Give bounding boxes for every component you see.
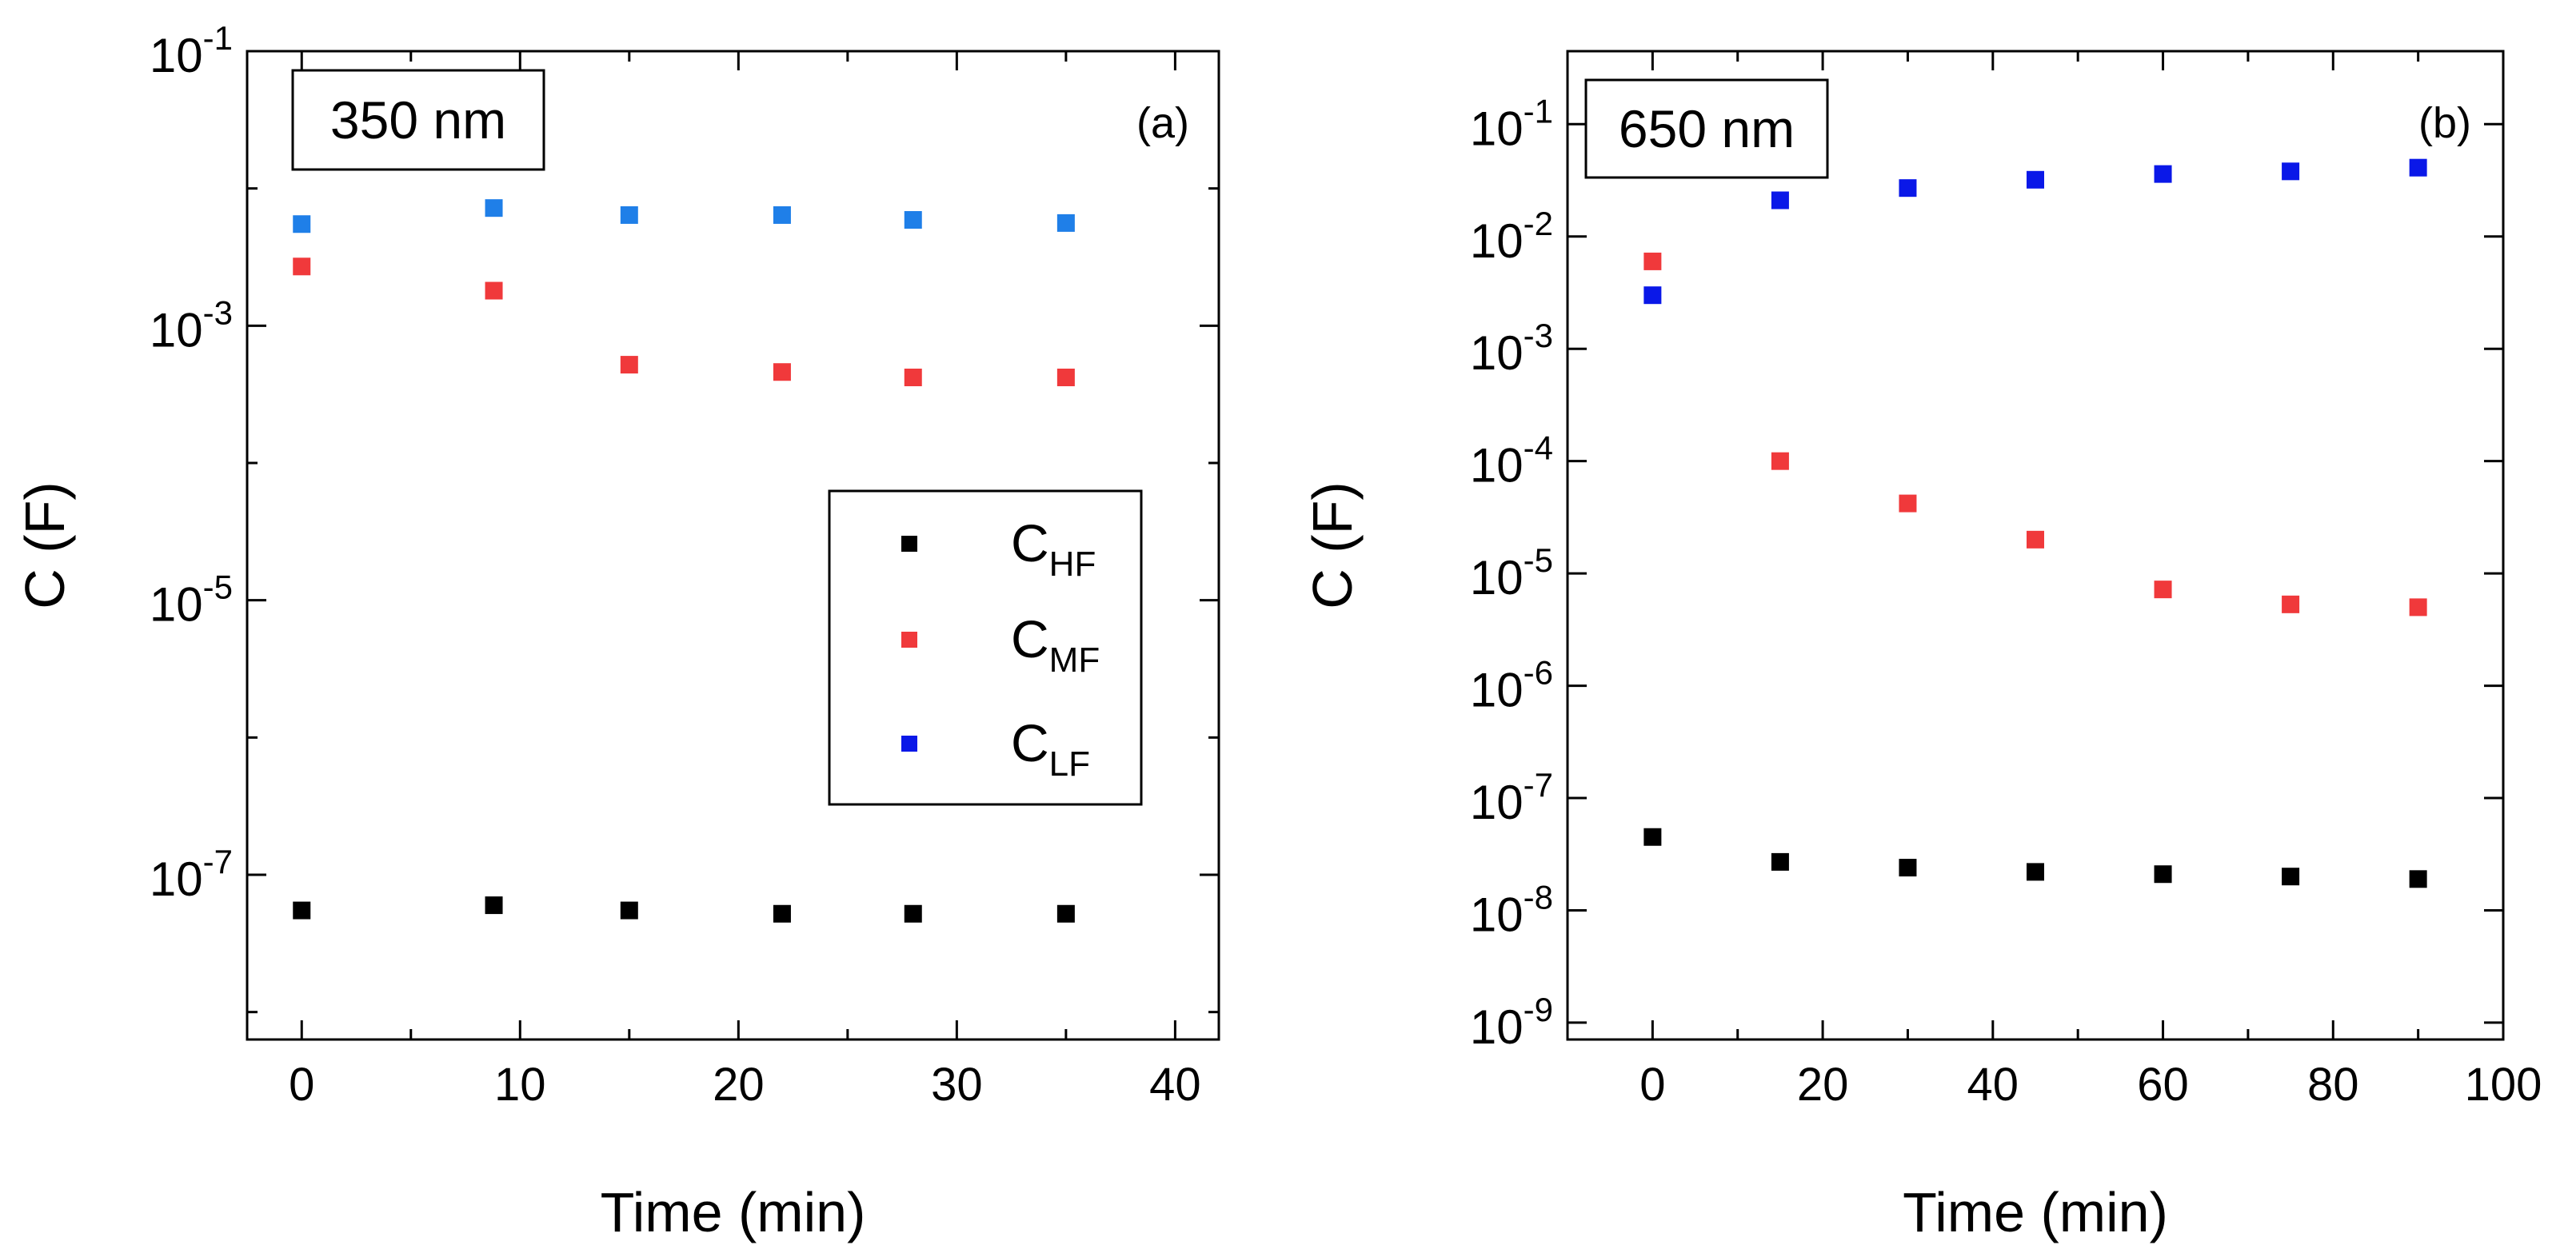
panel-b-y-tick-label: 10-5 [1470, 541, 1553, 605]
panel-a-point-c-lf [620, 206, 638, 224]
panel-b-point-c-lf [2027, 170, 2044, 189]
panel-a-point-c-mf [773, 363, 791, 381]
panel-a-point-c-lf [904, 211, 922, 229]
panel-b-point-c-hf [2154, 865, 2172, 884]
panel-b-x-tick-label: 100 [2465, 1059, 2542, 1111]
panel-a-point-c-hf [485, 896, 503, 915]
panel-b-point-c-hf [1771, 852, 1789, 871]
panel-a-point-c-hf [773, 904, 791, 923]
panel-b-point-c-lf [1899, 179, 1917, 198]
panel-b-point-c-mf [2409, 598, 2427, 617]
panel-a-plot-frame [246, 50, 1220, 1041]
panel-b-y-axis-label: C (F) [1301, 481, 1364, 609]
panel-b-point-c-hf [1643, 828, 1662, 846]
panel-b-y-tick-label: 10-6 [1470, 654, 1553, 717]
panel-a-x-tick-label: 30 [931, 1059, 983, 1111]
panel-b-point-c-mf [1899, 494, 1917, 513]
panel-b-annotation-text: 650 nm [1619, 99, 1795, 158]
panel-b-point-c-lf [1643, 286, 1662, 305]
panel-a-x-axis-label: Time (min) [601, 1181, 866, 1243]
panel-a-point-c-mf [293, 257, 311, 276]
panel-b-point-c-lf [1771, 191, 1789, 209]
panel-a-x-tick-label: 40 [1149, 1059, 1201, 1111]
panel-a-x-tick-label: 10 [494, 1059, 546, 1111]
panel-a-legend-marker-mf [901, 632, 917, 648]
panel-b-point-c-mf [1643, 252, 1662, 270]
panel-a-annotation-box [291, 69, 545, 171]
panel-a-legend-label-lf: CLF [1011, 713, 1090, 784]
panel-b-point-c-mf [1771, 452, 1789, 470]
panel-b-x-axis-label: Time (min) [1903, 1181, 2168, 1243]
panel-b-y-tick-label: 10-8 [1470, 878, 1553, 941]
panel-a-panel-label: (a) [1136, 99, 1189, 147]
panel-a-point-c-lf [485, 199, 503, 217]
panel-b-x-tick-label: 80 [2307, 1059, 2359, 1111]
panel-a-legend-label-hf: CHF [1011, 513, 1096, 584]
panel-b-y-tick-label: 10-9 [1470, 991, 1553, 1054]
panel-a-point-c-mf [1056, 369, 1075, 387]
panel-b-x-tick-label: 60 [2137, 1059, 2189, 1111]
panel-a-legend-marker-lf [901, 736, 917, 752]
panel-a-point-c-mf [485, 281, 503, 300]
panel-a-y-tick-label: 10-1 [150, 19, 233, 82]
panel-a-point-c-lf [293, 215, 311, 233]
panel-b-plot-frame [1566, 50, 2505, 1041]
panel-b-point-c-mf [2154, 581, 2172, 599]
panel-a-point-c-lf [773, 206, 791, 224]
panel-b-x-tick-label: 40 [1967, 1059, 2019, 1111]
panel-b-y-tick-label: 10-1 [1470, 92, 1553, 155]
panel-a-point-c-hf [620, 901, 638, 920]
panel-a-point-c-mf [620, 356, 638, 374]
panel-a-point-c-hf [904, 904, 922, 923]
panel-a-legend-box [828, 489, 1143, 806]
panel-b-y-tick-label: 10-7 [1470, 766, 1553, 829]
panel-b-panel-label: (b) [2418, 99, 2471, 147]
panel-a-y-tick-label: 10-3 [150, 293, 233, 357]
panel-a-y-axis-label: C (F) [14, 481, 76, 609]
panel-a-point-c-lf [1056, 213, 1075, 232]
panel-b-point-c-mf [2282, 595, 2300, 613]
panel-b-point-c-lf [2154, 165, 2172, 183]
panel-a-annotation-text: 350 nm [330, 90, 506, 150]
panel-b-point-c-hf [1899, 859, 1917, 877]
chart-panel-b: 0 20 40 60 80 100 10-1 10-2 10-3 10-4 10-5 10-6 10-7… [1301, 50, 2542, 1243]
panel-b-point-c-hf [2282, 868, 2300, 886]
panel-b-annotation-box [1584, 78, 1829, 179]
panel-b-point-c-hf [2409, 870, 2427, 888]
panel-a-y-tick-label: 10-5 [150, 569, 233, 632]
panel-a-x-tick-label: 20 [713, 1059, 765, 1111]
panel-b-x-tick-label: 0 [1639, 1059, 1665, 1111]
panel-a-point-c-hf [293, 901, 311, 920]
panel-a-point-c-mf [904, 369, 922, 387]
chart-panel-a: 0 10 20 30 40 10-1 10-3 10-5 10-7 Time (min) C (F)… [14, 19, 1220, 1243]
panel-a-legend: CHF CMF CLF [828, 489, 1143, 806]
panel-a-x-tick-label: 0 [289, 1059, 314, 1111]
panel-a-legend-marker-hf [901, 536, 917, 552]
panel-b-y-tick-label: 10-3 [1470, 317, 1553, 380]
panel-b-point-c-hf [2027, 863, 2044, 881]
panel-b-point-c-lf [2409, 158, 2427, 177]
panel-b-x-tick-label: 20 [1797, 1059, 1849, 1111]
panel-b-point-c-lf [2282, 162, 2300, 181]
panel-a-legend-label-mf: CMF [1011, 609, 1100, 680]
panel-a-point-c-hf [1056, 904, 1075, 923]
panel-b-y-tick-label: 10-2 [1470, 205, 1553, 268]
panel-b-y-tick-label: 10-4 [1470, 429, 1553, 493]
panel-a-y-tick-label: 10-7 [150, 843, 233, 906]
panel-b-point-c-mf [2027, 530, 2044, 549]
